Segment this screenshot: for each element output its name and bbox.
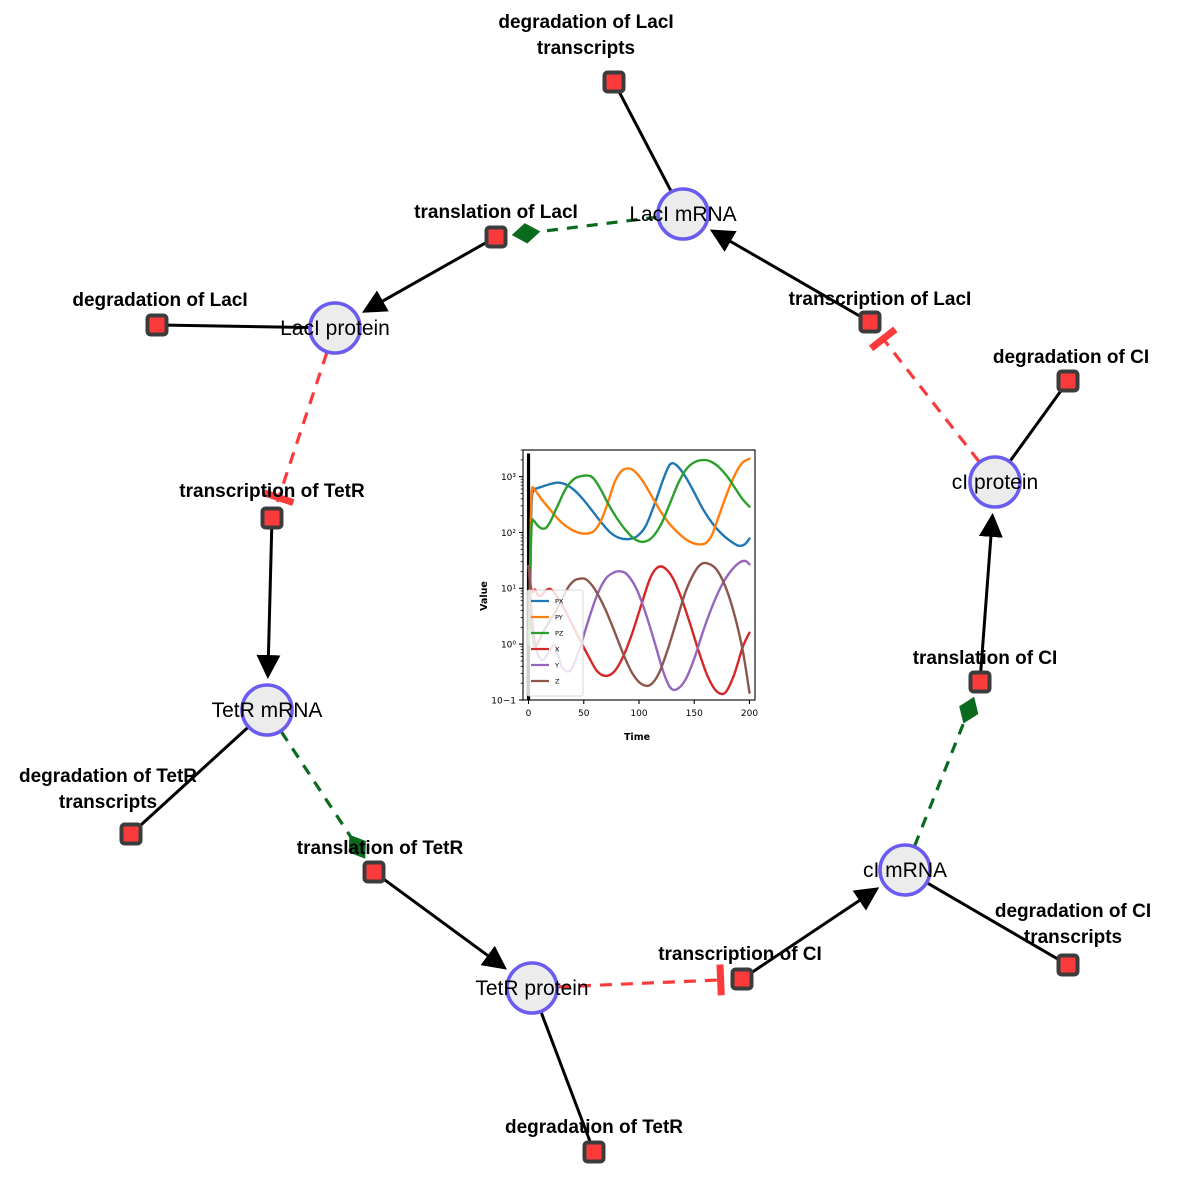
chart-legend: PX PY PZ XYZ (526, 589, 584, 697)
chart-xtick-label: 100 (630, 709, 647, 719)
edge-transcr_ci-to-ci_mrna (749, 887, 880, 975)
species-label-ci_mrna: cI mRNA (863, 859, 947, 882)
reaction-label-transcr_ci: transcription of CI (658, 944, 822, 965)
species-node-tetr_mrna[interactable] (240, 683, 294, 737)
edge-transl_tetr-to-tetr_protein (381, 876, 508, 970)
edge-transcr_laci-to-laci_mrna (709, 229, 863, 319)
chart-legend-label-Y: Y (554, 662, 559, 670)
chart-yaxis-title: Value (479, 581, 490, 611)
reaction-label-deg_tetr: degradation of TetR (505, 1117, 683, 1138)
species-node-ci_mrna[interactable] (878, 843, 932, 897)
edge-transl_ci-to-ci_protein (978, 512, 1003, 673)
species-label-tetr_protein: TetR protein (475, 977, 588, 1000)
edge-layer (137, 90, 1064, 1144)
reaction-label-transl_tetr: translation of TetR (297, 838, 464, 859)
chart-xaxis-title: Time (624, 732, 650, 743)
chart-xtick-label: 200 (741, 709, 758, 719)
reaction-label-deg_laci_tx-line2: transcripts (537, 38, 635, 59)
edge-transcr_tetr-to-tetr_mrna (256, 527, 281, 680)
chart-series-PX (527, 461, 751, 646)
reaction-label-deg_laci: degradation of LacI (72, 290, 247, 311)
reaction-node-deg_ci_tx[interactable] (1056, 953, 1080, 977)
edge-transl_laci-to-laci_protein (361, 240, 489, 313)
chart-series-PY (527, 457, 751, 646)
reaction-label-deg_laci_tx: degradation of LacI (498, 12, 673, 33)
reaction-node-transcr_tetr[interactable] (260, 506, 284, 530)
edge-laci_mrna-to-transl_laci (511, 215, 658, 244)
reaction-label-transl_ci: translation of CI (913, 648, 1058, 669)
chart-ytick-label: 10−1 (491, 696, 516, 706)
reaction-label-transcr_tetr: transcription of TetR (179, 481, 365, 502)
chart-legend-label-PX: PX (555, 598, 564, 606)
chart-xtick-label: 0 (526, 709, 532, 719)
chart-svg: 10−1 10⁰ 10¹ 10² 10³ 0 50 100 150 200 PX PY PZ XYZ T… (475, 438, 765, 748)
chart-xtick-label: 150 (686, 709, 703, 719)
edge-ci_mrna-to-transl_ci (913, 696, 979, 847)
reaction-node-deg_laci[interactable] (145, 313, 169, 337)
reaction-node-deg_tetr[interactable] (582, 1140, 606, 1164)
chart-legend-label-PZ: PZ (555, 630, 564, 638)
species-node-laci_mrna[interactable] (656, 187, 710, 241)
chart-legend-label-Z: Z (555, 678, 560, 686)
edge-laci_protein-to-transcr_tetr (263, 352, 329, 506)
reaction-label-deg_ci_tx: degradation of CI (995, 901, 1151, 922)
reaction-node-deg_laci_tx[interactable] (602, 70, 626, 94)
simulation-timeseries-chart: 10−1 10⁰ 10¹ 10² 10³ 0 50 100 150 200 PX PY PZ X Y Z T… (475, 438, 765, 748)
reaction-node-transl_ci[interactable] (968, 670, 992, 694)
species-node-laci_protein[interactable] (308, 301, 362, 355)
edge-deg_ci-to-ci_protein (1009, 388, 1064, 462)
edge-deg_laci-to-laci_protein (166, 323, 310, 330)
chart-legend-label-X: X (555, 646, 560, 654)
reaction-node-transl_laci[interactable] (484, 225, 508, 249)
chart-background (475, 438, 765, 748)
chart-ytick-label: 10⁰ (501, 641, 516, 651)
reaction-label-deg_ci: degradation of CI (993, 347, 1149, 368)
reaction-label-transl_laci: translation of LacI (414, 202, 578, 223)
reaction-label-transcr_laci: transcription of LacI (789, 289, 972, 310)
reaction-node-transl_tetr[interactable] (362, 860, 386, 884)
edge-tetr_mrna-to-transl_tetr (279, 730, 366, 859)
species-label-laci_mrna: LacI mRNA (629, 203, 736, 226)
chart-ytick-label: 10² (501, 529, 516, 539)
edge-ci_protein-to-transcr_laci (868, 326, 981, 463)
label-layer: LacI mRNA LacI protein cI protein TetR mRNA… (19, 12, 1151, 1138)
chart-ytick-label: 10¹ (501, 585, 516, 595)
chart-ytick-label: 10³ (501, 473, 516, 483)
reaction-label-deg_tetr_tx: degradation of TetR (19, 766, 197, 787)
reaction-node-deg_ci[interactable] (1056, 369, 1080, 393)
species-node-ci_protein[interactable] (968, 455, 1022, 509)
reaction-label-deg_tetr_tx-line2: transcripts (59, 792, 157, 813)
chart-tick-labels: 10−1 10⁰ 10¹ 10² 10³ 0 50 100 150 200 (491, 473, 758, 719)
chart-legend-label-PY: PY (555, 614, 563, 622)
reaction-label-deg_ci_tx-line2: transcripts (1024, 927, 1122, 948)
reaction-node-transcr_laci[interactable] (858, 310, 882, 334)
chart-axes-frame (519, 449, 756, 704)
edge-deg_laci_tx-to-laci_mrna (617, 90, 673, 192)
edge-tetr_protein-to-transcr_ci (557, 964, 726, 996)
species-label-laci_protein: LacI protein (280, 317, 390, 340)
reaction-node-transcr_ci[interactable] (730, 967, 754, 991)
edge-deg_tetr_tx-to-tetr_mrna (137, 726, 249, 829)
edge-deg_tetr-to-tetr_protein (539, 1011, 592, 1144)
species-label-tetr_mrna: TetR mRNA (212, 699, 323, 722)
species-node-tetr_protein[interactable] (505, 961, 559, 1015)
chart-xtick-label: 50 (578, 709, 590, 719)
chart-series-PZ (527, 458, 751, 646)
edge-deg_ci_tx-to-ci_mrna (926, 881, 1061, 962)
reaction-node-deg_tetr_tx[interactable] (119, 822, 143, 846)
species-label-ci_protein: cI protein (952, 471, 1038, 494)
node-layer (119, 70, 1080, 1164)
